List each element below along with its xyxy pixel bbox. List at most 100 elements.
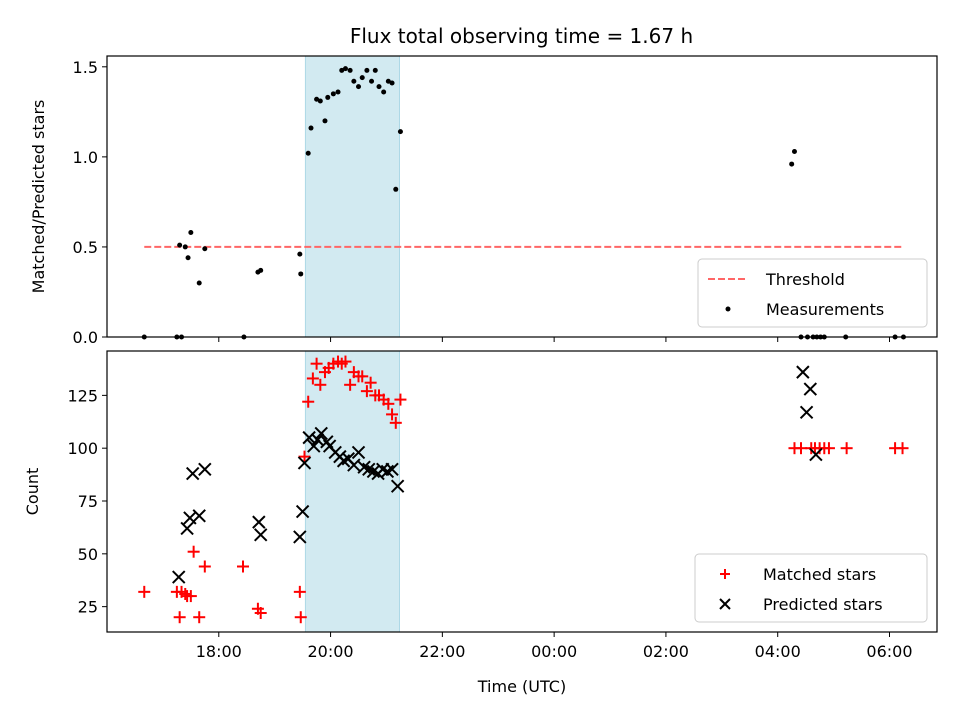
predicted-marker-b	[293, 530, 307, 544]
measurement-point	[789, 161, 795, 167]
predicted-star-point	[796, 365, 810, 379]
y-tick-label: 0.5	[73, 238, 98, 257]
measurement-point	[196, 280, 202, 286]
predicted-marker-b	[362, 462, 376, 477]
y-tick-label: 75	[78, 492, 98, 511]
plot-marks	[138, 355, 909, 624]
plot-marks	[141, 66, 906, 340]
measurement-point	[177, 242, 183, 248]
matched-star-point	[822, 442, 835, 455]
matched-star-point	[193, 611, 206, 624]
y-tick-label: 125	[67, 386, 98, 405]
x-tick-label: 00:00	[531, 642, 577, 661]
measurement-point	[182, 244, 188, 250]
predicted-star-point	[390, 479, 405, 493]
predicted-star-point	[295, 504, 310, 519]
matched-star-point	[339, 355, 352, 368]
figure-title: Flux total observing time = 1.67 h	[350, 24, 693, 48]
matched-star-point	[386, 408, 399, 421]
predicted-marker-b	[314, 426, 328, 441]
x-tick-label: 18:00	[196, 642, 242, 661]
matched-star-point	[237, 560, 250, 573]
y-tick-label: 1.5	[73, 58, 98, 77]
predicted-marker-b	[390, 479, 405, 493]
matched-star-point	[298, 450, 311, 463]
matched-star-point	[184, 590, 197, 603]
top-panel: 0.0 0.5 1.0 1.5 Matched/Predicted stars Thres…	[29, 55, 938, 347]
matched-star-point	[356, 370, 369, 383]
measurement-point	[372, 67, 378, 73]
predicted-marker-b	[320, 435, 334, 449]
predicted-marker-b	[302, 430, 316, 445]
matched-star-point	[179, 587, 192, 600]
predicted-star-point	[803, 382, 818, 396]
predicted-star-point	[192, 509, 206, 523]
matched-star-point	[187, 545, 200, 558]
matched-star-point	[302, 395, 315, 408]
measurement-point	[381, 89, 387, 95]
predicted-star-point	[252, 515, 266, 529]
y-tick-label: 0.0	[73, 328, 98, 347]
matched-star-point	[389, 416, 402, 429]
predicted-marker-b	[295, 504, 310, 519]
measurement-point	[202, 246, 208, 252]
bottom-panel: 18:00 20:00 22:00 00:00 02:00 04:00 06:00 25 50 7…	[23, 350, 938, 696]
measurement-point	[393, 186, 399, 192]
measurement-point	[389, 80, 395, 86]
predicted-star-point	[253, 528, 268, 542]
measurement-point	[325, 94, 331, 100]
measurement-point	[297, 251, 303, 257]
predicted-star-point	[185, 466, 200, 481]
predicted-star-point	[302, 430, 316, 445]
y-tick-label: 25	[78, 598, 98, 617]
predicted-marker-b	[185, 466, 200, 481]
matched-star-point	[394, 393, 407, 406]
measurement-point	[314, 96, 320, 102]
measurement-point	[385, 78, 391, 84]
legend-measurement-swatch	[725, 306, 731, 312]
matched-star-point	[173, 611, 186, 624]
measurement-point	[397, 129, 403, 135]
measurement-point	[339, 67, 345, 73]
measurement-point	[185, 255, 191, 261]
observing-window-shade	[304, 55, 401, 338]
measurement-point	[330, 91, 336, 97]
predicted-marker-b	[347, 458, 361, 472]
matched-star-point	[198, 560, 211, 573]
predicted-star-point	[347, 458, 361, 472]
predicted-star-point	[297, 456, 312, 470]
legend: Matched stars Predicted stars	[694, 553, 928, 623]
predicted-star-point	[351, 445, 366, 460]
legend-label: Threshold	[765, 270, 845, 289]
y-tick-label: 50	[78, 545, 98, 564]
matched-star-point	[840, 442, 853, 455]
measurement-point	[791, 148, 797, 154]
matched-star-point	[294, 611, 307, 624]
matched-star-point	[896, 442, 909, 455]
y-axis-label: Matched/Predicted stars	[29, 100, 48, 294]
measurement-point	[364, 67, 370, 73]
matched-star-point	[360, 385, 373, 398]
measurement-point	[359, 75, 365, 81]
measurement-point	[335, 89, 341, 95]
x-axis-label: Time (UTC)	[477, 677, 566, 696]
matched-star-point	[306, 372, 319, 385]
matched-star-point	[794, 442, 807, 455]
y-axis-label: Count	[23, 468, 42, 516]
axes-frame	[106, 55, 938, 338]
predicted-marker-b	[172, 570, 186, 584]
predicted-marker-b	[385, 462, 399, 477]
measurement-point	[322, 118, 328, 124]
x-tick-label: 22:00	[419, 642, 465, 661]
measurement-point	[305, 150, 311, 156]
measurement-point	[298, 271, 304, 277]
measurement-point	[188, 230, 194, 236]
predicted-marker-b	[366, 464, 381, 479]
predicted-marker-b	[799, 405, 814, 419]
legend-label: Measurements	[766, 300, 884, 319]
measurement-point	[369, 78, 375, 84]
legend-label: Matched stars	[763, 565, 876, 584]
legend-predicted-swatch-b	[719, 598, 731, 610]
predicted-star-point	[799, 405, 814, 419]
matched-star-point	[364, 376, 377, 389]
